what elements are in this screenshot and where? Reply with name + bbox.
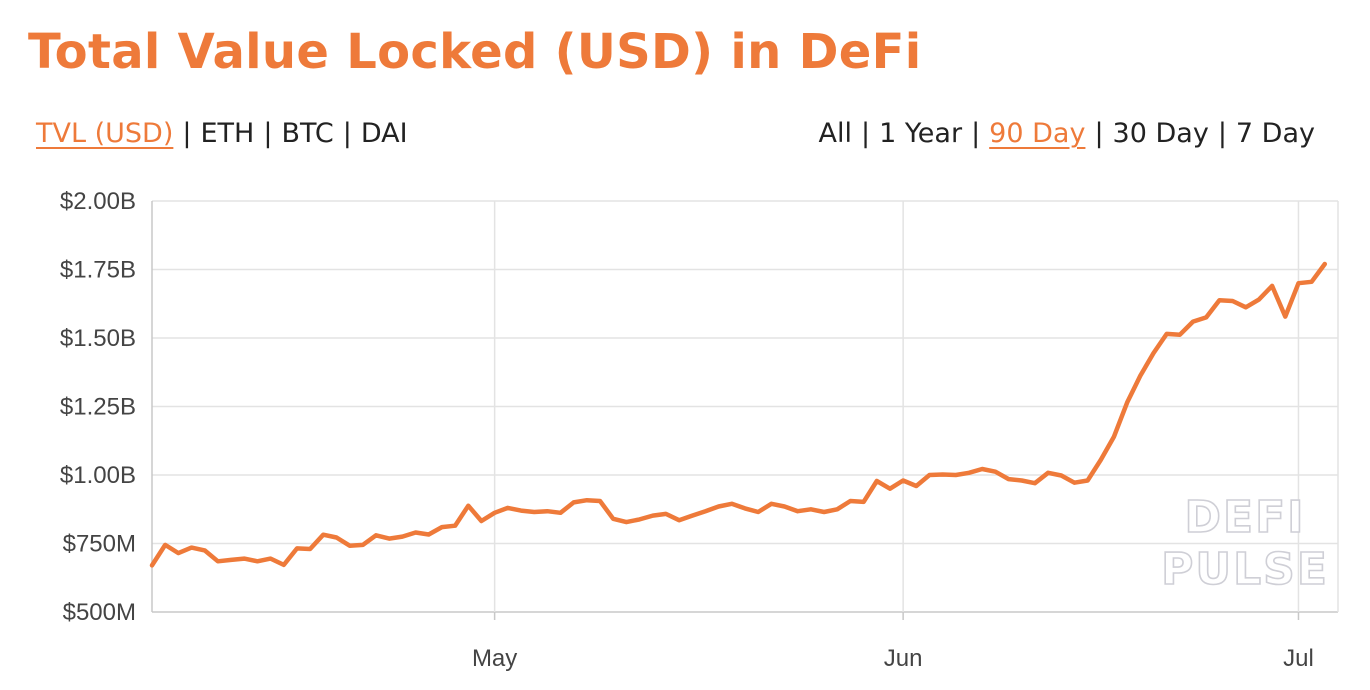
chart-grid: [151, 200, 1339, 620]
range-toggle: All | 1 Year | 90 Day | 30 Day | 7 Day: [819, 114, 1315, 154]
y-tick-label: $2.00B: [60, 188, 136, 215]
range-option-30-day[interactable]: 30 Day: [1112, 118, 1209, 149]
range-option-1-year[interactable]: 1 Year: [879, 118, 963, 149]
range-option-90-day[interactable]: 90 Day: [989, 118, 1086, 149]
y-tick-label: $1.25B: [60, 394, 136, 421]
metric-option-btc[interactable]: BTC: [281, 118, 334, 149]
page-title: Total Value Locked (USD) in DeFi: [28, 24, 922, 80]
metric-toggle: TVL (USD) | ETH | BTC | DAI: [36, 114, 408, 154]
separator: |: [861, 118, 871, 149]
range-option-7-day[interactable]: 7 Day: [1235, 118, 1315, 149]
x-tick-label: Jul: [1283, 645, 1314, 672]
separator: |: [263, 118, 273, 149]
y-tick-label: $1.75B: [60, 257, 136, 284]
y-tick-label: $1.00B: [60, 462, 136, 489]
y-tick-label: $1.50B: [60, 325, 136, 352]
y-axis-labels: $500M $750M $1.00B $1.25B $1.50B $1.75B $2.00B: [60, 188, 136, 626]
separator: |: [342, 118, 352, 149]
watermark-line2: PULSE: [1161, 544, 1329, 595]
separator: |: [1217, 118, 1227, 149]
y-tick-label: $500M: [63, 599, 136, 626]
x-axis-labels: May Jun Jul: [472, 645, 1314, 672]
separator: |: [1094, 118, 1104, 149]
metric-option-tvl-usd[interactable]: TVL (USD): [36, 118, 174, 149]
x-tick-label: May: [472, 645, 517, 672]
watermark-line1: DEFI: [1184, 492, 1305, 543]
series-lines: [149, 261, 1328, 568]
defi-pulse-watermark: DEFI PULSE: [1160, 491, 1329, 596]
tvl-series-line: [149, 261, 1328, 568]
metric-option-eth[interactable]: ETH: [200, 118, 255, 149]
y-tick-label: $750M: [63, 531, 136, 558]
metric-option-dai[interactable]: DAI: [360, 118, 408, 149]
separator: |: [971, 118, 981, 149]
separator: |: [182, 118, 192, 149]
range-option-all[interactable]: All: [818, 118, 853, 149]
x-tick-label: Jun: [884, 645, 923, 672]
